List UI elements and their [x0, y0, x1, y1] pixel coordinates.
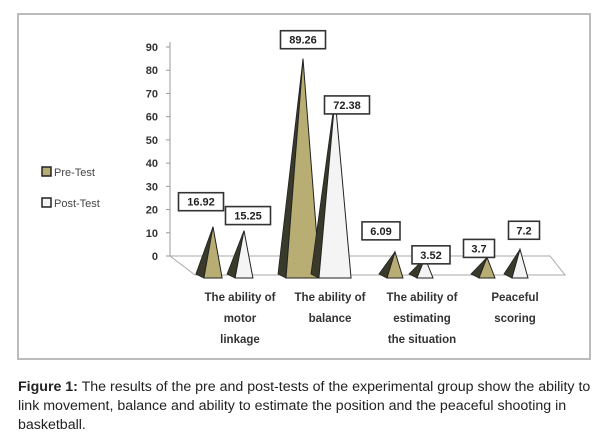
y-tick-label: 30: [146, 181, 158, 193]
pyramid-pre-test: 89.26: [277, 29, 327, 279]
legend-label: Pre-Test: [54, 167, 95, 179]
category-label-line: balance: [309, 313, 352, 325]
category-label-line: linkage: [220, 334, 260, 346]
y-tick-label: 70: [146, 88, 158, 100]
chart-marks: 16.92 89.26 6.09 3.7 15.25 72.38 3.52 7.2: [177, 29, 541, 279]
data-label-box: [462, 238, 496, 259]
data-label-box: [411, 245, 451, 265]
pyramid-face: [416, 256, 434, 279]
data-label: 7.2: [516, 225, 531, 237]
pyramid-pre-test: 16.92: [177, 191, 225, 279]
y-tick-label: 20: [146, 205, 158, 217]
y-tick-label: 90: [146, 42, 158, 54]
data-label-box: [507, 220, 541, 241]
pyramid-chart: 0 10 20 30 40 50 60 70 80 90 16.92 89.26 6.09 3.7 15.…: [17, 13, 591, 360]
category-label-line: Peaceful: [491, 292, 538, 304]
y-tick-label: 10: [146, 228, 158, 240]
y-tick-label: 60: [146, 112, 158, 124]
category-label: The ability of motor linkage: [205, 292, 276, 346]
y-tick-label: 80: [146, 65, 158, 77]
y-tick-label: 50: [146, 135, 158, 147]
data-label-box: [323, 95, 371, 115]
legend: Pre-Test Post-Test: [41, 166, 100, 210]
category-label-line: estimating: [393, 313, 451, 325]
pyramid-face: [234, 230, 254, 279]
pyramid-face: [318, 97, 352, 279]
pyramid-pre-test: 6.09: [361, 221, 404, 279]
pyramid-post-test: 72.38: [310, 95, 371, 279]
category-label: Peaceful scoring: [491, 292, 538, 325]
caption-label: Figure 1:: [18, 379, 78, 395]
data-label-box: [361, 221, 401, 241]
legend-label: Post-Test: [54, 198, 100, 210]
pyramid-face: [511, 247, 529, 279]
pyramid-pre-test: 3.7: [462, 238, 496, 279]
category-label-line: The ability of: [295, 292, 366, 304]
data-label: 6.09: [370, 226, 391, 238]
category-label-line: the situation: [388, 334, 456, 346]
data-label: 3.52: [420, 250, 441, 262]
pyramid-face: [386, 250, 404, 279]
data-label-box: [279, 29, 327, 50]
y-tick-label: 40: [146, 158, 158, 170]
caption-text: The results of the pre and post-tests of…: [18, 379, 591, 433]
category-label-line: The ability of: [205, 292, 276, 304]
legend-swatch: [41, 197, 52, 208]
category-label: The ability of estimating the situation: [387, 292, 458, 346]
category-label: The ability of balance: [295, 292, 366, 325]
figure-caption: Figure 1: The results of the pre and pos…: [18, 378, 598, 435]
pyramid-face: [203, 226, 223, 279]
category-label-line: The ability of: [387, 292, 458, 304]
legend-swatch: [41, 166, 52, 177]
pyramid-post-test: 15.25: [224, 205, 272, 279]
pyramid-post-test: 3.52: [408, 245, 451, 279]
y-tick-label: 0: [152, 251, 158, 263]
data-label: 16.92: [187, 197, 215, 209]
data-label: 72.38: [333, 100, 361, 112]
pyramid-post-test: 7.2: [503, 220, 541, 279]
pyramid-face: [478, 256, 496, 279]
data-label: 89.26: [289, 35, 317, 47]
y-axis: 0 10 20 30 40 50 60 70 80 90: [146, 42, 170, 263]
category-label-line: motor: [224, 313, 257, 325]
pyramid-face: [285, 58, 321, 279]
data-label: 3.7: [471, 243, 486, 255]
data-label-box: [177, 191, 225, 212]
data-label-box: [224, 205, 272, 226]
data-label: 15.25: [234, 211, 262, 223]
category-label-line: scoring: [494, 313, 536, 325]
